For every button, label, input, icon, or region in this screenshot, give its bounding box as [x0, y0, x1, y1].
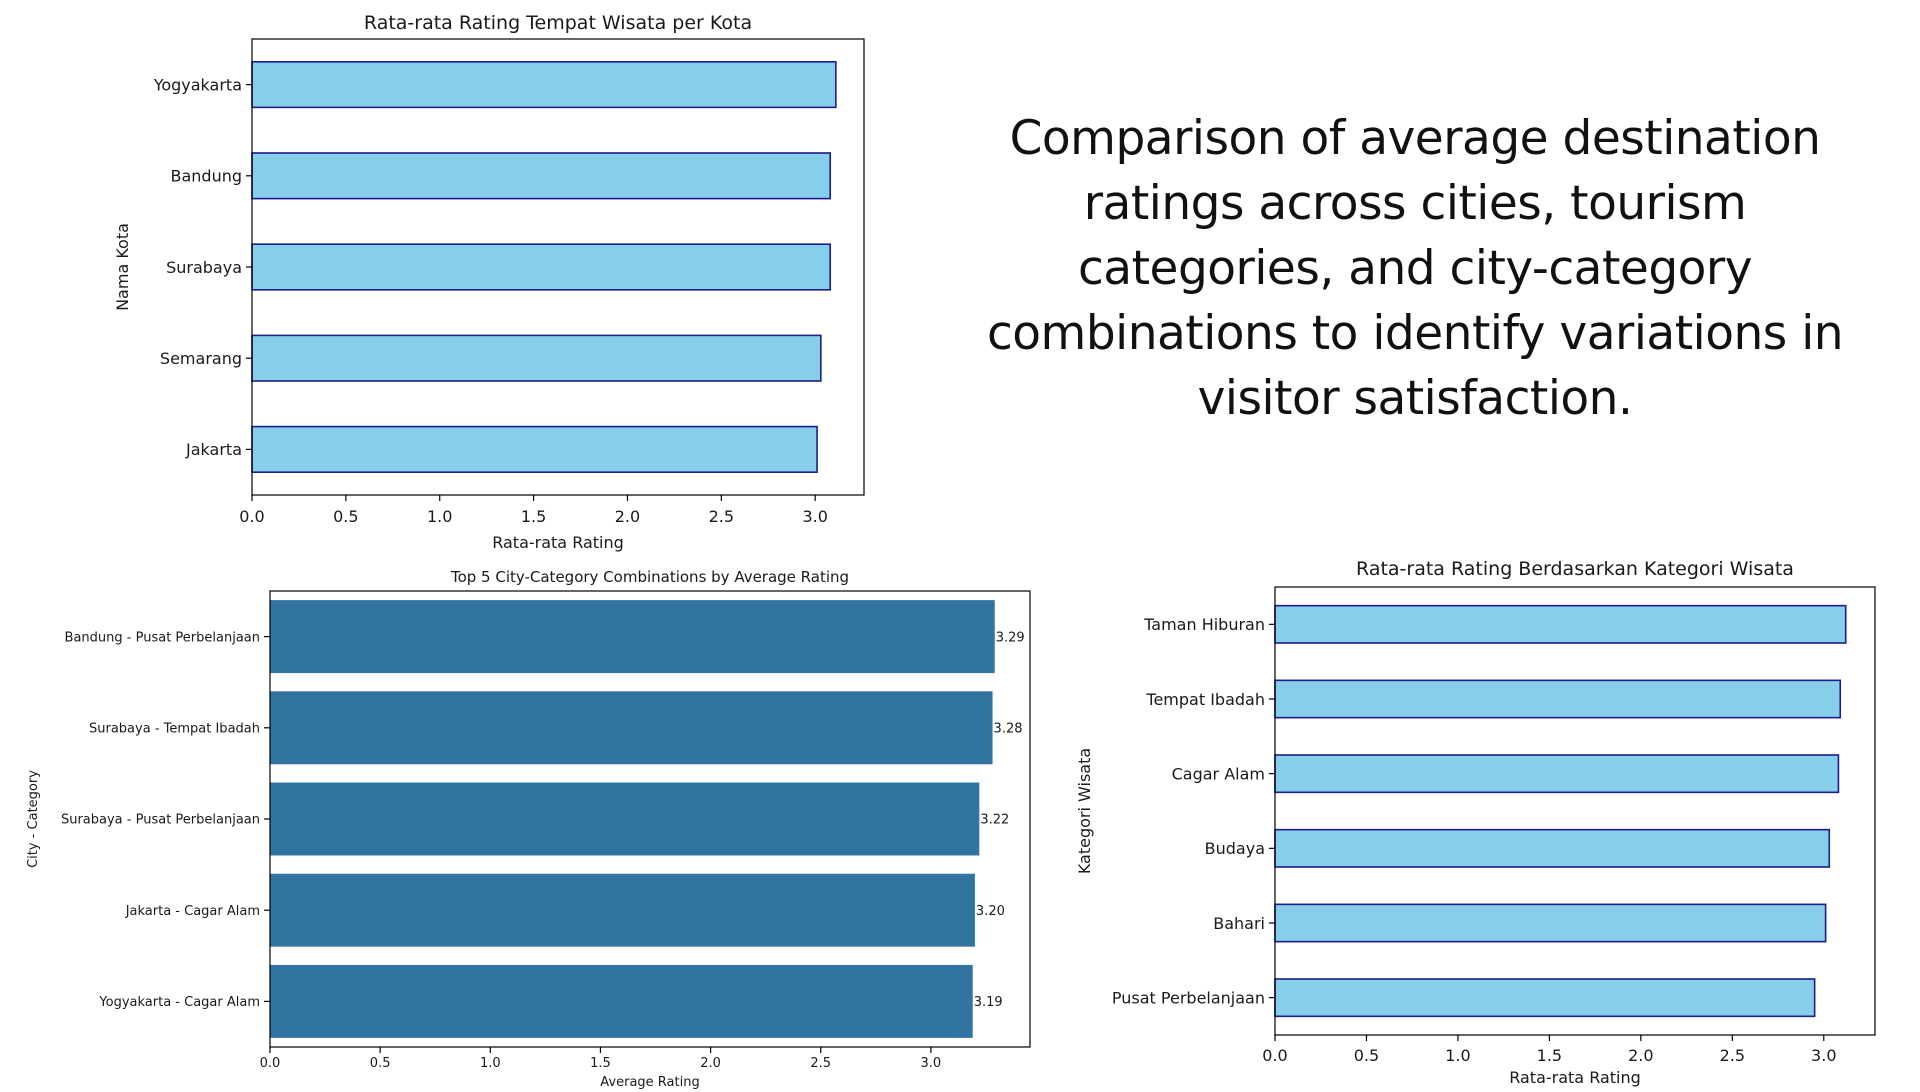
bar: [270, 964, 973, 1038]
plot-frame: [251, 38, 865, 496]
y-tick-label: Bahari: [1213, 914, 1265, 933]
city-rating-chart: Rata-rata Rating Tempat Wisata per Kota Y…: [113, 12, 865, 552]
bar: [251, 60, 837, 109]
y-tick-label: Taman Hiburan: [1143, 615, 1265, 634]
y-tick-label: Pusat Perbelanjaan: [1112, 988, 1265, 1007]
y-tick-label: Budaya: [1205, 839, 1265, 858]
x-tick-label: 1.0: [427, 507, 452, 526]
data-label: 3.29: [996, 630, 1025, 645]
x-axis-label: Rata-rata Rating: [492, 533, 624, 552]
chart-title: Rata-rata Rating Tempat Wisata per Kota: [364, 12, 752, 34]
bar: [270, 782, 980, 856]
x-tick-label: 1.5: [521, 507, 546, 526]
plot-frame: [269, 590, 1031, 1048]
bar: [1274, 903, 1827, 943]
y-axis-label: City - Category: [26, 770, 41, 868]
x-tick-label: 0.0: [239, 507, 264, 526]
x-tick-label: 1.0: [1445, 1046, 1470, 1065]
x-tick-label: 1.5: [590, 1056, 611, 1071]
x-tick-label: 2.0: [615, 507, 640, 526]
bar: [251, 152, 832, 200]
x-tick-label: 1.5: [1537, 1046, 1562, 1065]
bar: [1274, 754, 1840, 794]
y-tick-label: Jakarta: [185, 440, 242, 459]
x-tick-label: 1.0: [480, 1056, 501, 1071]
x-tick-label: 0.0: [260, 1056, 281, 1071]
data-label: 3.19: [974, 995, 1003, 1010]
bar: [1274, 679, 1842, 719]
data-label: 3.28: [994, 721, 1023, 736]
bar: [270, 600, 995, 674]
y-tick-label: Bandung - Pusat Perbelanjaan: [65, 630, 260, 645]
category-rating-chart: Rata-rata Rating Berdasarkan Kategori Wi…: [1075, 558, 1876, 1087]
x-axis-label: Average Rating: [600, 1075, 699, 1090]
y-tick-label: Bandung: [170, 167, 242, 186]
x-tick-label: 2.0: [1628, 1046, 1653, 1065]
y-axis-label: Nama Kota: [113, 223, 132, 311]
y-tick-label: Semarang: [160, 349, 242, 368]
x-axis-label: Rata-rata Rating: [1509, 1068, 1641, 1087]
x-tick-label: 0.5: [370, 1056, 391, 1071]
y-tick-label: Surabaya - Pusat Perbelanjaan: [61, 813, 260, 828]
y-tick-label: Cagar Alam: [1172, 764, 1265, 783]
x-tick-label: 0.5: [1354, 1046, 1379, 1065]
bar: [270, 873, 975, 947]
data-label: 3.20: [976, 904, 1005, 919]
caption-text: Comparison of average destination rating…: [986, 111, 1844, 426]
y-tick-label: Tempat Ibadah: [1145, 690, 1265, 709]
data-label: 3.22: [980, 813, 1009, 828]
bar: [1274, 978, 1816, 1018]
x-tick-label: 0.0: [1262, 1046, 1287, 1065]
bar: [1274, 828, 1831, 868]
bar: [251, 334, 822, 382]
chart-title: Top 5 City-Category Combinations by Aver…: [450, 568, 849, 586]
y-tick-label: Surabaya - Tempat Ibadah: [89, 721, 260, 736]
bar: [270, 691, 993, 765]
x-tick-label: 2.5: [810, 1056, 831, 1071]
x-tick-label: 3.0: [802, 507, 827, 526]
city-category-combination-chart: Top 5 City-Category Combinations by Aver…: [26, 568, 1031, 1090]
plot-frame: [1274, 586, 1876, 1036]
y-tick-label: Yogyakarta: [153, 75, 242, 94]
x-tick-label: 2.5: [709, 507, 734, 526]
bar: [1274, 604, 1847, 644]
y-axis-label: Kategori Wisata: [1075, 748, 1094, 874]
chart-title: Rata-rata Rating Berdasarkan Kategori Wi…: [1356, 558, 1794, 580]
y-tick-label: Jakarta - Cagar Alam: [125, 904, 260, 919]
y-tick-label: Yogyakarta - Cagar Alam: [98, 995, 260, 1010]
x-tick-label: 0.5: [333, 507, 358, 526]
x-tick-label: 2.0: [700, 1056, 721, 1071]
y-tick-label: Surabaya: [166, 258, 242, 277]
x-tick-label: 3.0: [1811, 1046, 1836, 1065]
x-tick-label: 2.5: [1720, 1046, 1745, 1065]
bar: [251, 243, 832, 291]
x-tick-label: 3.0: [921, 1056, 942, 1071]
bar: [251, 425, 818, 474]
